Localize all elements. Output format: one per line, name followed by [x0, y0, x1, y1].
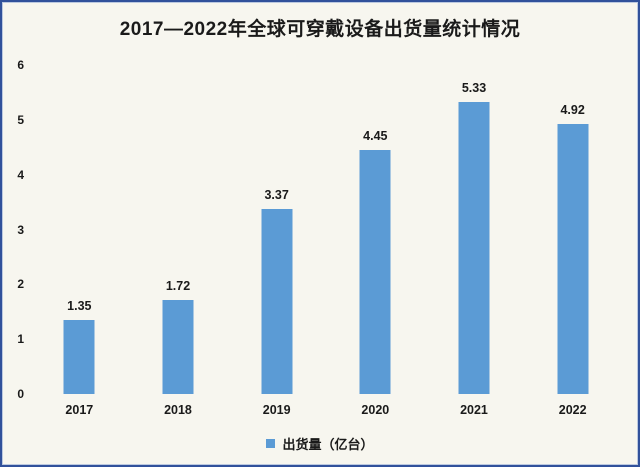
- chart-title: 2017—2022年全球可穿戴设备出货量统计情况: [119, 19, 521, 40]
- bar-value-label: 3.37: [264, 188, 289, 203]
- bar-group: 1.35 2017: [30, 65, 129, 417]
- bar-value-label: 5.33: [461, 80, 487, 95]
- bar-group: 3.37 2019: [227, 65, 326, 417]
- bar-value-label: 1.35: [67, 298, 92, 313]
- bar-2018: [162, 299, 194, 394]
- bar-group: 4.45 2020: [326, 65, 425, 417]
- y-tick-label: 5: [17, 112, 24, 127]
- bar-value-label: 1.72: [165, 278, 191, 293]
- bar-2021: [458, 101, 490, 394]
- plot-area: 1.35 2017 1.72 2018 3.37 2019 4.45 2020 5.33 2021…: [30, 65, 622, 417]
- bar-value-label: 4.45: [363, 129, 388, 143]
- y-axis: 0 1 2 3 4 5 6: [6, 58, 24, 401]
- y-tick-label: 6: [17, 58, 24, 72]
- y-tick-label: 2: [17, 277, 24, 292]
- x-axis-label: 2020: [361, 403, 390, 417]
- x-axis-label: 2017: [65, 403, 94, 417]
- y-tick-label: 4: [17, 167, 24, 182]
- legend-label: 出货量（亿台）: [282, 437, 374, 452]
- bar-2022: [557, 124, 589, 394]
- x-axis-label: 2019: [262, 403, 291, 417]
- bar-2017: [63, 319, 95, 394]
- legend-swatch-icon: [266, 439, 276, 448]
- bar-group: 5.33 2021: [425, 65, 524, 417]
- y-tick-label: 0: [17, 387, 24, 401]
- bar-group: 4.92 2022: [523, 65, 622, 417]
- bar-value-label: 4.92: [560, 103, 585, 118]
- legend: 出货量（亿台）: [2, 434, 638, 453]
- y-tick-label: 3: [17, 222, 24, 237]
- bar-group: 1.72 2018: [129, 65, 228, 417]
- bar-2020: [359, 150, 391, 394]
- x-axis-label: 2022: [558, 403, 587, 417]
- x-axis-label: 2018: [164, 403, 192, 417]
- x-axis-label: 2021: [460, 403, 488, 417]
- bar-2019: [261, 209, 293, 394]
- y-tick-label: 1: [17, 332, 24, 347]
